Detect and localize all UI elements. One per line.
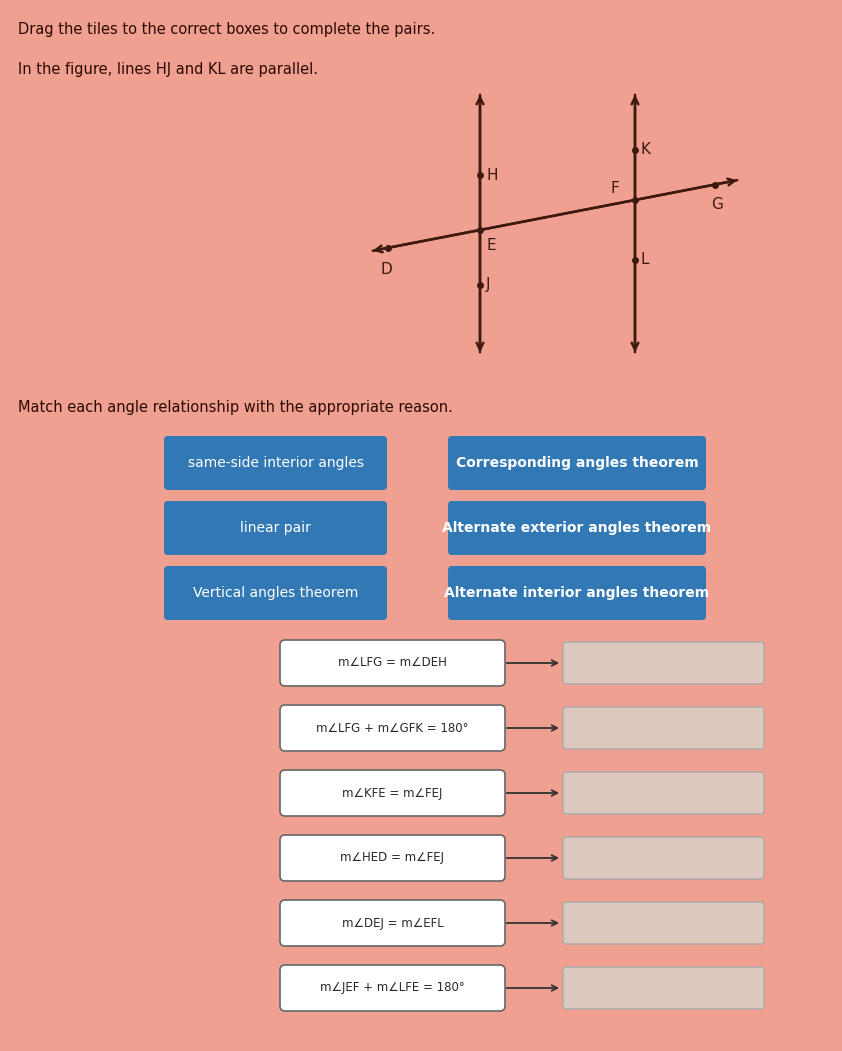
Text: D: D	[380, 262, 392, 276]
Text: Alternate exterior angles theorem: Alternate exterior angles theorem	[442, 521, 711, 535]
FancyBboxPatch shape	[448, 566, 706, 620]
Text: m∠KFE = m∠FEJ: m∠KFE = m∠FEJ	[343, 786, 443, 800]
Text: G: G	[711, 197, 723, 211]
Text: J: J	[486, 277, 491, 292]
Text: same-side interior angles: same-side interior angles	[188, 456, 364, 470]
Text: m∠LFG + m∠GFK = 180°: m∠LFG + m∠GFK = 180°	[317, 721, 469, 735]
FancyBboxPatch shape	[280, 900, 505, 946]
FancyBboxPatch shape	[563, 642, 764, 684]
Text: m∠HED = m∠FEJ: m∠HED = m∠FEJ	[340, 851, 445, 865]
FancyBboxPatch shape	[280, 705, 505, 751]
Text: m∠LFG = m∠DEH: m∠LFG = m∠DEH	[338, 657, 447, 669]
FancyBboxPatch shape	[448, 501, 706, 555]
FancyBboxPatch shape	[448, 436, 706, 490]
Text: Match each angle relationship with the appropriate reason.: Match each angle relationship with the a…	[18, 400, 453, 415]
Text: Alternate interior angles theorem: Alternate interior angles theorem	[445, 586, 710, 600]
FancyBboxPatch shape	[563, 772, 764, 815]
Text: Vertical angles theorem: Vertical angles theorem	[193, 586, 358, 600]
FancyBboxPatch shape	[280, 834, 505, 881]
Text: Drag the tiles to the correct boxes to complete the pairs.: Drag the tiles to the correct boxes to c…	[18, 22, 435, 37]
Text: In the figure, lines HJ and KL are parallel.: In the figure, lines HJ and KL are paral…	[18, 62, 318, 77]
FancyBboxPatch shape	[280, 770, 505, 816]
Text: F: F	[610, 181, 619, 195]
Text: K: K	[641, 143, 651, 158]
FancyBboxPatch shape	[563, 967, 764, 1009]
FancyBboxPatch shape	[164, 501, 387, 555]
FancyBboxPatch shape	[164, 436, 387, 490]
Text: H: H	[486, 167, 498, 183]
FancyBboxPatch shape	[280, 965, 505, 1011]
FancyBboxPatch shape	[280, 640, 505, 686]
Text: L: L	[641, 252, 649, 268]
FancyBboxPatch shape	[563, 837, 764, 879]
Text: m∠DEJ = m∠EFL: m∠DEJ = m∠EFL	[342, 916, 444, 929]
Text: E: E	[487, 238, 497, 253]
FancyBboxPatch shape	[563, 707, 764, 749]
FancyBboxPatch shape	[164, 566, 387, 620]
Text: Corresponding angles theorem: Corresponding angles theorem	[456, 456, 698, 470]
Text: m∠JEF + m∠LFE = 180°: m∠JEF + m∠LFE = 180°	[320, 982, 465, 994]
Text: linear pair: linear pair	[240, 521, 311, 535]
FancyBboxPatch shape	[563, 902, 764, 944]
